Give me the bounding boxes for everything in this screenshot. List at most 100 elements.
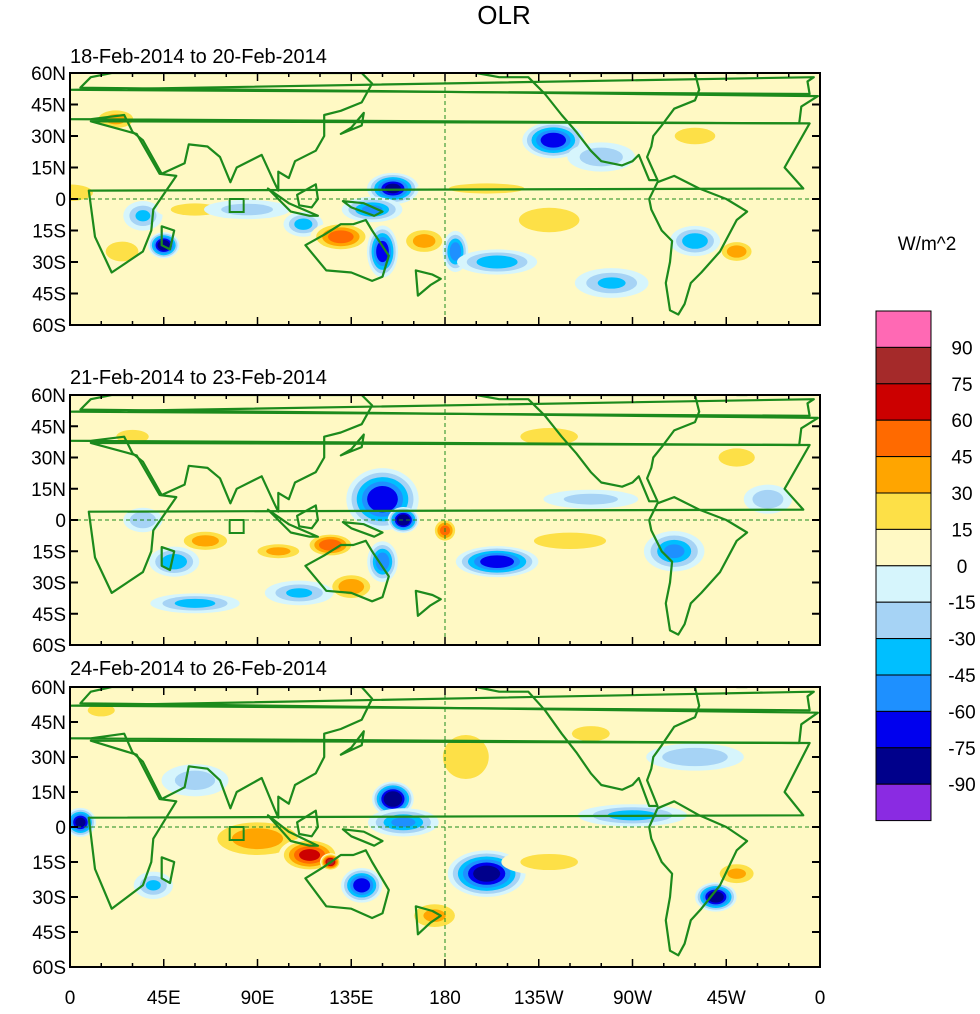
colorbar-swatch: [875, 456, 932, 494]
colorbar-swatch: [875, 710, 932, 749]
anomaly-feature: [501, 848, 597, 876]
anomaly-feature: [659, 121, 731, 151]
anomaly-feature: [367, 225, 398, 278]
anomaly-contour: [726, 245, 747, 258]
figure-title: OLR: [477, 0, 530, 30]
anomaly-feature: [367, 172, 419, 205]
anomaly-contour: [367, 485, 398, 513]
anomaly-feature: [501, 422, 597, 452]
anomaly-contour: [233, 96, 324, 134]
coastline: [304, 849, 390, 920]
anomaly-contour: [663, 544, 685, 559]
anomaly-feature: [574, 268, 649, 298]
anomaly-feature: [104, 424, 161, 449]
anomaly-feature: [368, 808, 439, 837]
colorbar-level-label: -15: [948, 593, 975, 614]
anomaly-contour: [161, 553, 188, 570]
lat-label: 15N: [31, 480, 66, 501]
lat-label: 60S: [32, 636, 66, 657]
lat-label: 30N: [31, 449, 66, 470]
anomaly-feature: [341, 196, 403, 223]
coastline: [475, 395, 701, 503]
anomaly-contour: [520, 853, 578, 871]
anomaly-contour: [361, 205, 383, 214]
panel-1-period: 18-Feb-2014 to 20-Feb-2014: [70, 46, 327, 68]
colorbar: 90 75 60 45 30 15 0 -15 -30 -45 -60 -75 -90: [875, 310, 976, 822]
anomaly-contour: [384, 183, 401, 194]
anomaly-contour: [682, 233, 708, 249]
coastline: [339, 730, 365, 756]
coastline: [266, 508, 319, 538]
coastline: [87, 441, 811, 594]
coastline: [70, 76, 815, 96]
lat-label: 15S: [32, 542, 66, 563]
anomaly-feature: [712, 859, 762, 888]
lat-label: 60N: [31, 64, 66, 85]
anomaly-contour: [520, 428, 578, 446]
anomaly-contour: [294, 218, 313, 230]
colorbar-level-label: 30: [951, 484, 972, 505]
anomaly-feature: [543, 489, 639, 509]
anomaly-contour: [571, 726, 610, 742]
colorbar-unit-label: W/m^2: [898, 234, 957, 255]
lat-label: 60N: [31, 386, 66, 407]
anomaly-contour: [476, 255, 518, 269]
anomaly-contour: [70, 184, 93, 201]
anomaly-feature: [175, 528, 236, 554]
anomaly-contour: [579, 147, 623, 167]
anomaly-contour: [75, 817, 86, 828]
anomaly-contour: [518, 207, 580, 233]
lon-label: 135E: [329, 988, 373, 1009]
coastline: [160, 225, 176, 251]
colorbar-level-label: -30: [948, 630, 975, 651]
colorbar-swatch: [875, 601, 932, 640]
anomaly-feature: [387, 506, 419, 534]
coastline: [648, 496, 749, 636]
anomaly-contour: [752, 489, 784, 509]
coastline: [475, 687, 701, 808]
anomaly-feature: [341, 867, 383, 903]
coastline: [304, 218, 390, 282]
anomaly-feature: [643, 531, 705, 572]
coastline: [70, 73, 819, 192]
colorbar-swatch: [875, 383, 932, 421]
anomaly-feature: [516, 528, 624, 554]
lat-label: 0: [55, 190, 66, 211]
colorbar-swatch: [875, 565, 932, 603]
lon-label: 135W: [514, 988, 564, 1009]
anomaly-feature: [399, 225, 449, 257]
lat-label: 30N: [31, 127, 66, 148]
panel-2-period: 21-Feb-2014 to 23-Feb-2014: [70, 367, 327, 389]
coastline: [70, 690, 815, 712]
anomaly-feature: [567, 142, 636, 172]
coastline: [70, 687, 819, 819]
panel-3-period: 24-Feb-2014 to 26-Feb-2014: [70, 658, 327, 680]
anomaly-feature: [367, 541, 398, 583]
colorbar-level-label: 75: [951, 375, 972, 396]
anomaly-contour: [423, 909, 446, 922]
lat-label: 45N: [31, 96, 66, 117]
anomaly-contour: [391, 817, 416, 828]
lat-label: 45S: [32, 285, 66, 306]
lon-label: 90E: [241, 988, 275, 1009]
anomaly-contour: [662, 747, 728, 767]
anomaly-feature: [304, 532, 356, 558]
colorbar-level-label: -45: [948, 666, 975, 687]
coastline: [735, 687, 749, 689]
anomaly-contour: [338, 578, 365, 595]
anomaly-feature: [233, 96, 324, 134]
anomaly-feature: [204, 199, 291, 220]
lat-label: 60S: [32, 316, 66, 337]
colorbar-level-label: 15: [951, 520, 972, 541]
map-panel-1: 18-Feb-2014 to 20-Feb-2014 60N 45N 30N 15N 0…: [31, 46, 821, 337]
lat-label: 15N: [31, 159, 66, 180]
anomaly-contour: [174, 770, 216, 791]
anomaly-feature: [646, 743, 744, 771]
anomaly-feature: [372, 781, 414, 817]
colorbar-swatch: [875, 346, 932, 385]
region-box-marker: [228, 198, 245, 213]
coastline: [87, 120, 811, 274]
lat-label: 45N: [31, 417, 66, 438]
coastline: [648, 800, 749, 957]
coastline: [160, 856, 176, 885]
